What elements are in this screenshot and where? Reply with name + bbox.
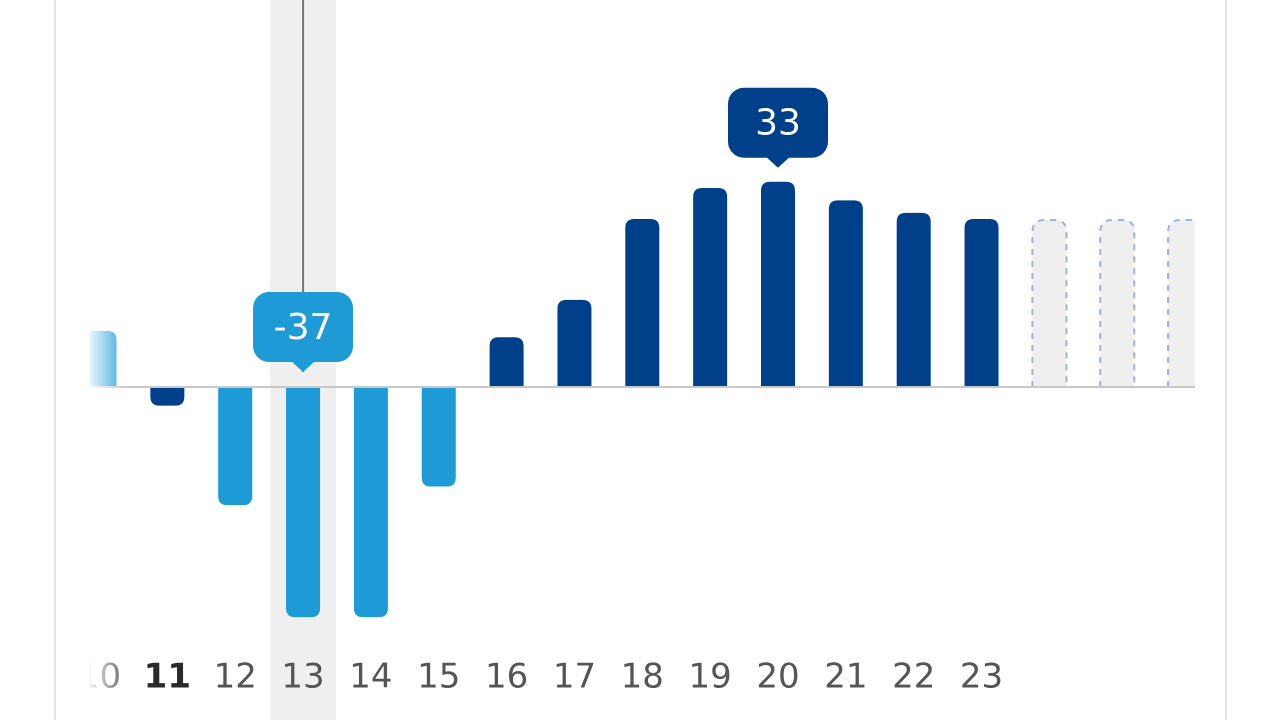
x-tick-label: 17 xyxy=(553,657,596,697)
x-tick-label: 16 xyxy=(485,657,528,697)
bar xyxy=(896,212,931,387)
callout-pointer xyxy=(291,361,316,372)
callout: 33 xyxy=(728,87,828,168)
callout-pointer xyxy=(766,156,790,168)
callout-box xyxy=(728,87,828,158)
bar xyxy=(353,387,388,618)
bar xyxy=(489,337,524,387)
bar xyxy=(150,387,185,406)
x-tick-label: 21 xyxy=(824,657,867,697)
x-tick-label: 15 xyxy=(417,657,460,697)
bar xyxy=(625,219,660,387)
bar xyxy=(421,387,456,487)
bar xyxy=(557,299,592,387)
bar xyxy=(964,219,999,387)
x-tick-label: 20 xyxy=(756,657,799,697)
bar xyxy=(761,181,795,387)
x-tick-label: 14 xyxy=(349,657,392,697)
x-tick-label: 22 xyxy=(892,657,935,697)
placeholder-bar xyxy=(1167,219,1195,387)
value-label: -37 xyxy=(274,307,333,348)
x-tick-label: 19 xyxy=(689,657,732,697)
callout: -37 xyxy=(253,292,354,372)
x-tick-label: 13 xyxy=(281,657,324,697)
x-tick-label: 18 xyxy=(621,657,664,697)
edge-fade xyxy=(90,300,130,720)
bar xyxy=(693,187,728,387)
x-tick-label: 23 xyxy=(960,657,1003,697)
x-tick-label: 11 xyxy=(144,657,191,697)
bar xyxy=(828,200,863,387)
placeholder-bar xyxy=(1099,219,1136,387)
bar xyxy=(286,387,321,618)
bar xyxy=(218,387,253,506)
placeholder-bar xyxy=(1031,219,1068,387)
x-tick-label: 12 xyxy=(214,657,257,697)
value-label: 33 xyxy=(755,103,801,144)
callout-box xyxy=(253,292,354,362)
